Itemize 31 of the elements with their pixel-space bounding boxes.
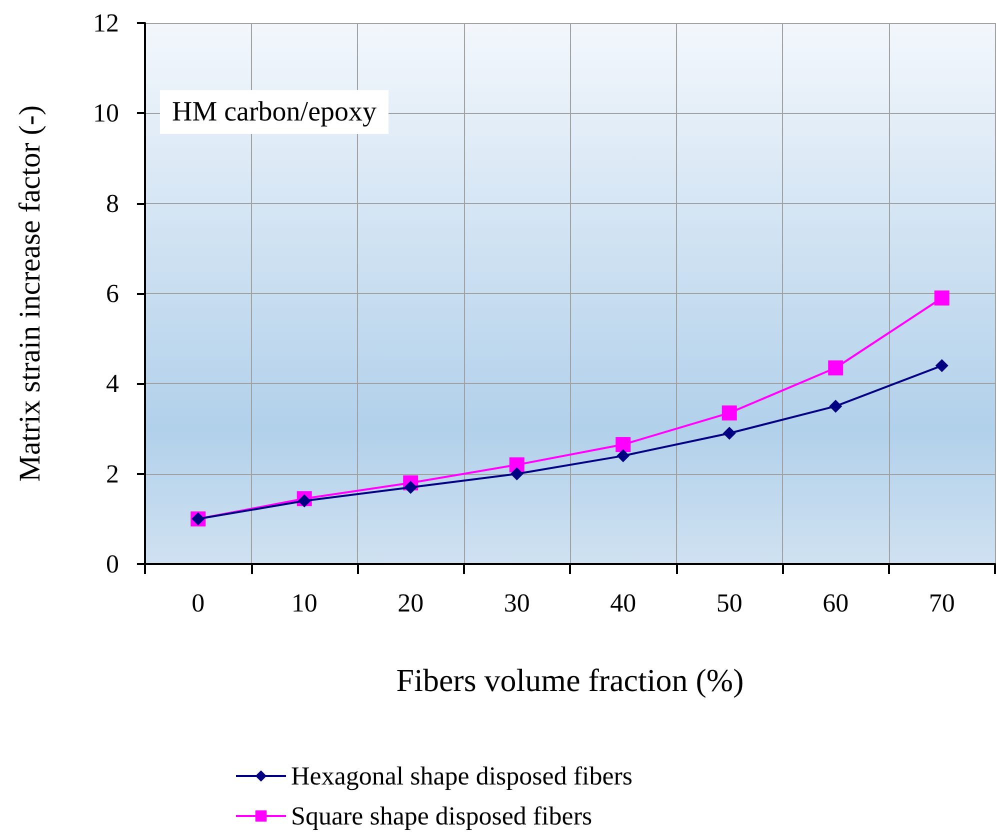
legend-label: Square shape disposed fibers <box>291 802 592 830</box>
y-tick-label: 0 <box>106 550 119 578</box>
x-tick-label: 20 <box>398 588 424 618</box>
annotation: HM carbon/epoxy <box>172 96 377 128</box>
point <box>616 437 631 452</box>
x-tick-label: 40 <box>610 588 636 618</box>
point <box>404 480 418 494</box>
y-tick-label: 4 <box>106 369 119 398</box>
x-tick-label: 70 <box>928 588 955 618</box>
x-tick-label: 0 <box>192 588 205 618</box>
x-tick-label: 10 <box>291 588 318 618</box>
point <box>828 360 844 376</box>
x-tick-label: 30 <box>504 588 530 618</box>
x-tick-label: 50 <box>716 588 742 618</box>
y-tick-label: 6 <box>106 279 119 308</box>
x-tick-label: 60 <box>822 588 849 618</box>
point <box>935 359 948 372</box>
y-tick-label: 10 <box>93 98 119 128</box>
y-tick-label: 12 <box>93 8 119 38</box>
point <box>722 426 736 440</box>
y-tick-label: 2 <box>106 459 119 488</box>
x-axis-title: Fibers volume fraction (%) <box>396 662 744 698</box>
point <box>722 405 737 420</box>
point <box>829 400 842 413</box>
point <box>616 449 630 462</box>
legend-label: Hexagonal shape disposed fibers <box>291 762 633 790</box>
point <box>298 494 311 508</box>
y-axis-title: Matrix strain increase factor (-) <box>14 105 46 482</box>
y-tick-label: 8 <box>106 188 119 218</box>
point <box>934 290 950 306</box>
point <box>510 467 524 480</box>
